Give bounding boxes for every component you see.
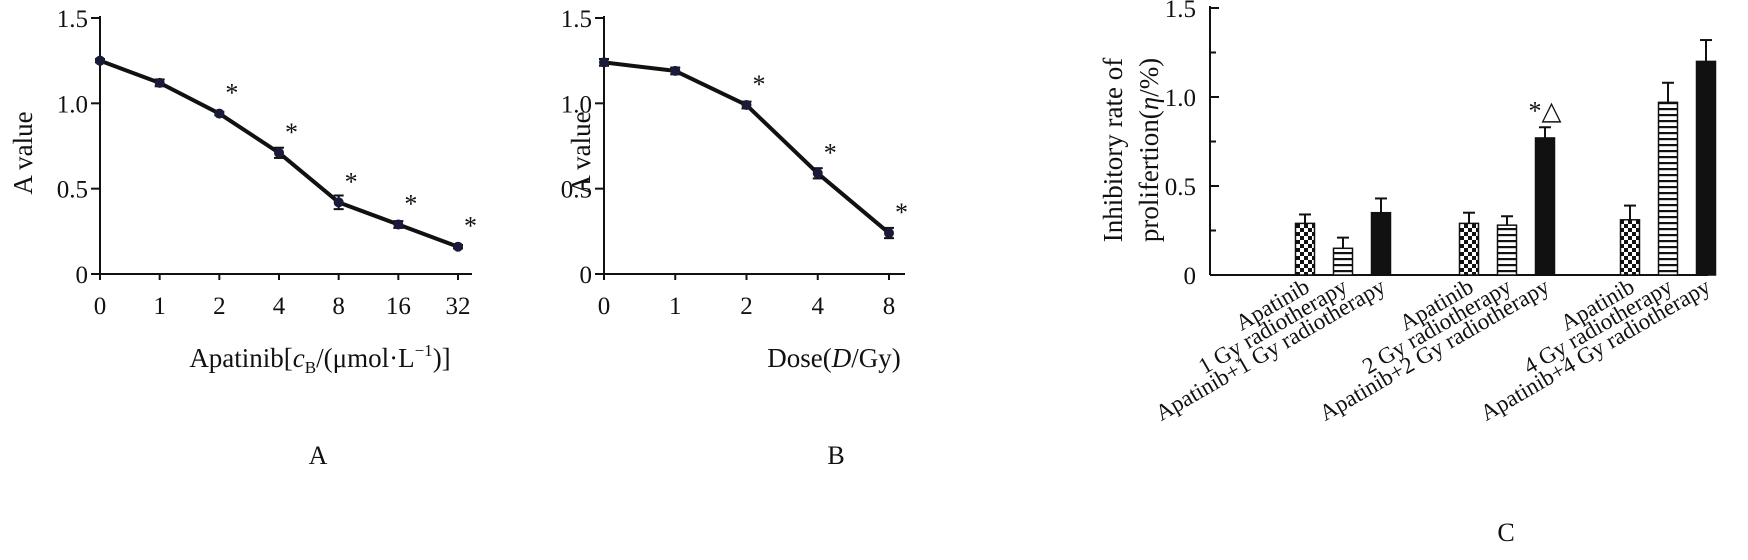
panel-b-line-chart: A value Dose(D/Gy) B 0 0.5 1.0 1.5 0 1 2 4 8 * * * [561,6,908,470]
panel-a-x-tick-label: 32 [446,293,471,320]
panel-b-data-point [741,100,752,111]
panel-b-series-line [603,60,891,235]
panel-a-significance-marker: * [345,167,358,196]
panel-c-bar [1332,247,1354,276]
panel-c-bar [1534,137,1556,276]
panel-c-bar [1294,222,1316,276]
panel-c-label: C [1497,518,1514,547]
panel-b-label: B [827,441,844,470]
panel-a-data-point [453,241,463,252]
panel-b-y-axis-label: A value [566,111,596,194]
panel-a-data-point [154,77,165,88]
panel-c-bar-chart: Inhibitory rate of prolifertion(η/%) C 0… [1098,0,1717,547]
panel-b-significance-marker: * [824,138,837,167]
panel-a-x-tick-label: 8 [332,293,345,320]
panel-b-data-point [812,168,823,179]
panel-c-significance-marker: *△ [1529,96,1562,125]
panel-c-bar [1695,60,1717,276]
panel-b-data-point [670,65,681,76]
panel-c-bar [1496,224,1518,276]
panel-b-x-tick-label: 1 [669,293,682,320]
panel-a-significance-marker: * [404,190,417,219]
panel-b-x-axis-label: Dose(D/Gy) [767,343,900,373]
panel-a-y-tick-label: 1.0 [57,91,88,118]
panel-b-x-tick-label: 4 [812,293,825,320]
panel-a-y-tick-label: 0 [76,262,89,289]
panel-a-line-chart: A value Apatinib[cB/(μmol·L−1)] A 0 0.5 1.… [8,6,477,470]
panel-c-bar [1619,219,1641,276]
panel-a-x-axis-label: Apatinib[cB/(μmol·L−1)] [189,341,450,377]
panel-a-significance-marker: * [464,212,477,241]
panel-c-bar [1458,222,1480,276]
panel-b-data-point [884,228,894,239]
panel-a-significance-marker: * [225,79,238,108]
panel-c-y-tick-label: 1.5 [1165,0,1196,23]
panel-a-x-tick-label: 0 [94,293,107,320]
panel-a-y-tick-label: 0.5 [57,177,88,204]
panel-b-x-tick-label: 2 [740,293,753,320]
panel-a-y-axis-label: A value [8,111,38,194]
panel-b-significance-marker: * [895,198,908,227]
panel-b-y-tick-label: 0 [580,262,593,289]
panel-b-significance-marker: * [753,70,766,99]
panel-c-bar [1657,101,1679,276]
panel-a-x-tick-label: 16 [386,293,411,320]
panel-c-bar [1370,211,1392,276]
panel-b-data-point [599,57,609,68]
panel-a-data-point [274,147,284,158]
panel-a-y-tick-label: 1.5 [57,6,88,33]
panel-a-significance-marker: * [285,118,298,147]
panel-c-y-axis-label-line1: Inhibitory rate of [1098,58,1128,242]
panel-a-data-point [95,55,105,66]
panel-c-y-tick-label: 1.0 [1165,85,1196,112]
panel-b-y-tick-label: 1.0 [561,91,592,118]
panel-a-x-tick-label: 4 [273,293,286,320]
panel-b-y-tick-label: 0.5 [561,177,592,204]
panel-b-y-tick-label: 1.5 [561,6,592,33]
panel-a-x-tick-label: 1 [153,293,166,320]
panel-a-data-point [393,219,404,230]
panel-b-x-tick-label: 8 [883,293,896,320]
panel-c-y-tick-label: 0 [1184,263,1197,290]
panel-c-y-axis-label-line2: prolifertion(η/%) [1134,58,1164,242]
panel-a-data-point [333,197,344,208]
panel-c-y-tick-label: 0.5 [1165,174,1196,201]
panel-b-x-tick-label: 0 [598,293,611,320]
panel-a-label: A [309,441,328,470]
panel-a-data-point [214,108,225,119]
panel-a-x-tick-label: 2 [213,293,226,320]
